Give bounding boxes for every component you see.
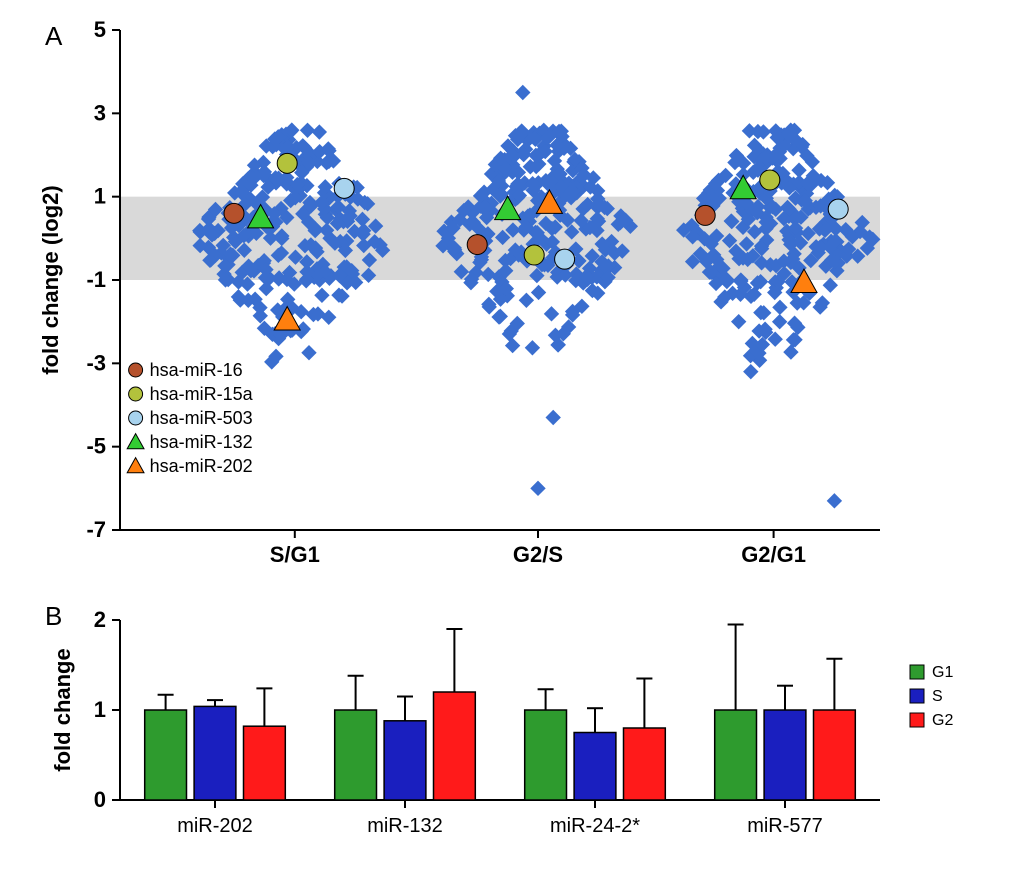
scatter-point bbox=[772, 314, 787, 329]
scatter-point bbox=[519, 293, 534, 308]
xtick-label: S/G1 bbox=[270, 542, 320, 567]
highlight-marker bbox=[828, 199, 848, 219]
bar bbox=[335, 710, 377, 800]
legend-marker bbox=[127, 458, 144, 473]
scatter-point bbox=[783, 344, 798, 359]
xtick-label: miR-577 bbox=[747, 815, 823, 837]
scatter-point bbox=[743, 364, 758, 379]
ytick-label: 2 bbox=[94, 607, 106, 632]
legend-label: hsa-miR-202 bbox=[150, 456, 253, 476]
xtick-label: miR-132 bbox=[367, 815, 443, 837]
ytick-label: -3 bbox=[86, 350, 106, 375]
scatter-point bbox=[546, 410, 561, 425]
ytick-label: -5 bbox=[86, 434, 106, 459]
legend-label: hsa-miR-16 bbox=[150, 360, 243, 380]
legend-marker bbox=[127, 434, 144, 449]
legend-label: S bbox=[932, 688, 943, 705]
bar bbox=[525, 710, 567, 800]
legend-label: hsa-miR-15a bbox=[150, 384, 254, 404]
bar bbox=[764, 710, 806, 800]
scatter-point bbox=[531, 285, 546, 300]
bar bbox=[244, 726, 286, 800]
legend-swatch bbox=[910, 689, 924, 703]
scatter-point bbox=[791, 163, 806, 178]
scatter-point bbox=[505, 338, 520, 353]
legend-marker bbox=[129, 411, 143, 425]
xtick-label: G2/G1 bbox=[741, 542, 806, 567]
scatter-point bbox=[544, 306, 559, 321]
legend-label: hsa-miR-132 bbox=[150, 432, 253, 452]
scatter-point bbox=[314, 288, 329, 303]
scatter-point bbox=[731, 314, 746, 329]
xtick-label: miR-24-2* bbox=[550, 815, 640, 837]
scatter-point bbox=[742, 123, 757, 138]
scatter-point bbox=[253, 308, 268, 323]
legend-label: hsa-miR-503 bbox=[150, 408, 253, 428]
highlight-marker bbox=[277, 153, 297, 173]
highlight-marker bbox=[524, 245, 544, 265]
highlight-marker bbox=[555, 249, 575, 269]
scatter-point bbox=[827, 493, 842, 508]
highlight-marker bbox=[760, 170, 780, 190]
bar bbox=[574, 733, 616, 801]
panel-b-ylabel: fold change bbox=[50, 648, 75, 771]
ytick-label: 1 bbox=[94, 184, 106, 209]
bar bbox=[814, 710, 856, 800]
highlight-marker bbox=[334, 178, 354, 198]
legend-marker bbox=[129, 387, 143, 401]
xtick-label: miR-202 bbox=[177, 815, 253, 837]
scatter-point bbox=[786, 332, 801, 347]
scatter-point bbox=[491, 309, 506, 324]
bar bbox=[715, 710, 757, 800]
ytick-label: 0 bbox=[94, 787, 106, 812]
bar bbox=[194, 706, 236, 800]
ytick-label: -1 bbox=[86, 267, 106, 292]
scatter-point bbox=[300, 123, 315, 138]
ytick-label: -7 bbox=[86, 517, 106, 542]
scatter-point bbox=[525, 340, 540, 355]
scatter-point bbox=[312, 124, 327, 139]
ytick-label: 1 bbox=[94, 697, 106, 722]
legend-swatch bbox=[910, 713, 924, 727]
panel-b-label: B bbox=[45, 601, 62, 631]
bar bbox=[624, 728, 666, 800]
legend-label: G1 bbox=[932, 664, 953, 681]
bar bbox=[434, 692, 476, 800]
ytick-label: 3 bbox=[94, 100, 106, 125]
panel-a-ylabel: fold change (log2) bbox=[38, 185, 63, 374]
highlight-marker bbox=[467, 235, 487, 255]
highlight-marker bbox=[695, 205, 715, 225]
legend-marker bbox=[129, 363, 143, 377]
scatter-point bbox=[772, 300, 787, 315]
panel-a-label: A bbox=[45, 21, 63, 51]
legend-swatch bbox=[910, 665, 924, 679]
legend-label: G2 bbox=[932, 712, 953, 729]
ytick-label: 5 bbox=[94, 17, 106, 42]
scatter-point bbox=[301, 345, 316, 360]
highlight-marker bbox=[224, 203, 244, 223]
bar bbox=[384, 721, 426, 800]
scatter-point bbox=[530, 481, 545, 496]
xtick-label: G2/S bbox=[513, 542, 563, 567]
bar bbox=[145, 710, 187, 800]
scatter-point bbox=[515, 85, 530, 100]
